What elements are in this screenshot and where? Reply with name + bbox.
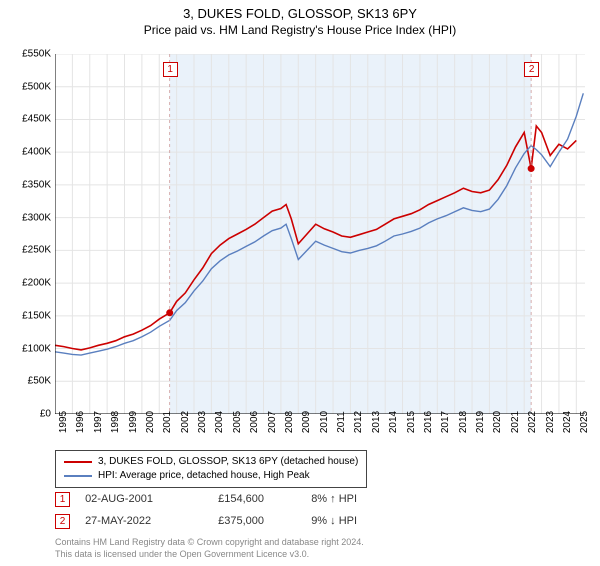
x-tick-label: 2006 xyxy=(249,411,260,433)
y-tick-label: £550K xyxy=(11,49,51,60)
sale-diff-2: 9% ↓ HPI xyxy=(311,515,411,527)
sale-price-1: £154,600 xyxy=(218,493,308,505)
x-tick-label: 2021 xyxy=(510,411,521,433)
x-tick-label: 2016 xyxy=(423,411,434,433)
y-tick-label: £100K xyxy=(11,343,51,354)
sale-date-1: 02-AUG-2001 xyxy=(85,493,215,505)
x-tick-label: 2007 xyxy=(267,411,278,433)
y-tick-label: £300K xyxy=(11,212,51,223)
footer-line-1: Contains HM Land Registry data © Crown c… xyxy=(55,536,364,548)
chart-area: £0£50K£100K£150K£200K£250K£300K£350K£400… xyxy=(55,54,585,414)
y-tick-label: £400K xyxy=(11,147,51,158)
x-tick-label: 2024 xyxy=(562,411,573,433)
x-tick-label: 2023 xyxy=(545,411,556,433)
sale-row-2: 2 27-MAY-2022 £375,000 9% ↓ HPI xyxy=(55,514,411,529)
x-tick-label: 2022 xyxy=(527,411,538,433)
x-tick-label: 2020 xyxy=(492,411,503,433)
x-tick-label: 1996 xyxy=(75,411,86,433)
x-tick-label: 2019 xyxy=(475,411,486,433)
x-tick-label: 2001 xyxy=(162,411,173,433)
sale-price-2: £375,000 xyxy=(218,515,308,527)
x-tick-label: 2012 xyxy=(353,411,364,433)
sale-row-1: 1 02-AUG-2001 £154,600 8% ↑ HPI xyxy=(55,492,411,507)
y-tick-label: £450K xyxy=(11,114,51,125)
x-tick-label: 2011 xyxy=(336,411,347,433)
chart-subtitle: Price paid vs. HM Land Registry's House … xyxy=(0,23,600,37)
x-tick-label: 1999 xyxy=(128,411,139,433)
y-tick-label: £200K xyxy=(11,278,51,289)
sale-date-2: 27-MAY-2022 xyxy=(85,515,215,527)
x-tick-label: 2025 xyxy=(579,411,590,433)
x-tick-label: 2010 xyxy=(319,411,330,433)
sale-marker-2: 2 xyxy=(55,514,70,529)
x-tick-label: 2009 xyxy=(301,411,312,433)
legend-item-2: HPI: Average price, detached house, High… xyxy=(64,469,358,483)
y-tick-label: £250K xyxy=(11,245,51,256)
y-tick-label: £150K xyxy=(11,310,51,321)
x-tick-label: 2018 xyxy=(458,411,469,433)
chart-title: 3, DUKES FOLD, GLOSSOP, SK13 6PY xyxy=(0,6,600,21)
x-tick-label: 2004 xyxy=(214,411,225,433)
y-tick-label: £350K xyxy=(11,179,51,190)
footer-line-2: This data is licensed under the Open Gov… xyxy=(55,548,364,560)
x-tick-label: 2005 xyxy=(232,411,243,433)
x-tick-label: 2002 xyxy=(180,411,191,433)
chart-marker-2: 2 xyxy=(524,62,539,77)
legend-item-1: 3, DUKES FOLD, GLOSSOP, SK13 6PY (detach… xyxy=(64,455,358,469)
y-tick-label: £50K xyxy=(11,376,51,387)
x-tick-label: 1995 xyxy=(58,411,69,433)
x-tick-label: 2008 xyxy=(284,411,295,433)
y-tick-label: £0 xyxy=(11,409,51,420)
x-tick-label: 2000 xyxy=(145,411,156,433)
legend-label-1: 3, DUKES FOLD, GLOSSOP, SK13 6PY (detach… xyxy=(98,455,358,469)
x-tick-label: 2017 xyxy=(440,411,451,433)
x-tick-label: 2013 xyxy=(371,411,382,433)
legend-swatch-2 xyxy=(64,475,92,477)
x-tick-label: 2014 xyxy=(388,411,399,433)
sale-marker-1: 1 xyxy=(55,492,70,507)
y-tick-label: £500K xyxy=(11,81,51,92)
sale-diff-1: 8% ↑ HPI xyxy=(311,493,411,505)
x-tick-label: 2015 xyxy=(406,411,417,433)
x-tick-label: 1997 xyxy=(93,411,104,433)
legend-label-2: HPI: Average price, detached house, High… xyxy=(98,469,310,483)
chart-svg xyxy=(55,54,585,414)
chart-marker-1: 1 xyxy=(163,62,178,77)
footer-attribution: Contains HM Land Registry data © Crown c… xyxy=(55,536,364,560)
legend-box: 3, DUKES FOLD, GLOSSOP, SK13 6PY (detach… xyxy=(55,450,367,488)
x-tick-label: 2003 xyxy=(197,411,208,433)
x-tick-label: 1998 xyxy=(110,411,121,433)
legend-swatch-1 xyxy=(64,461,92,463)
